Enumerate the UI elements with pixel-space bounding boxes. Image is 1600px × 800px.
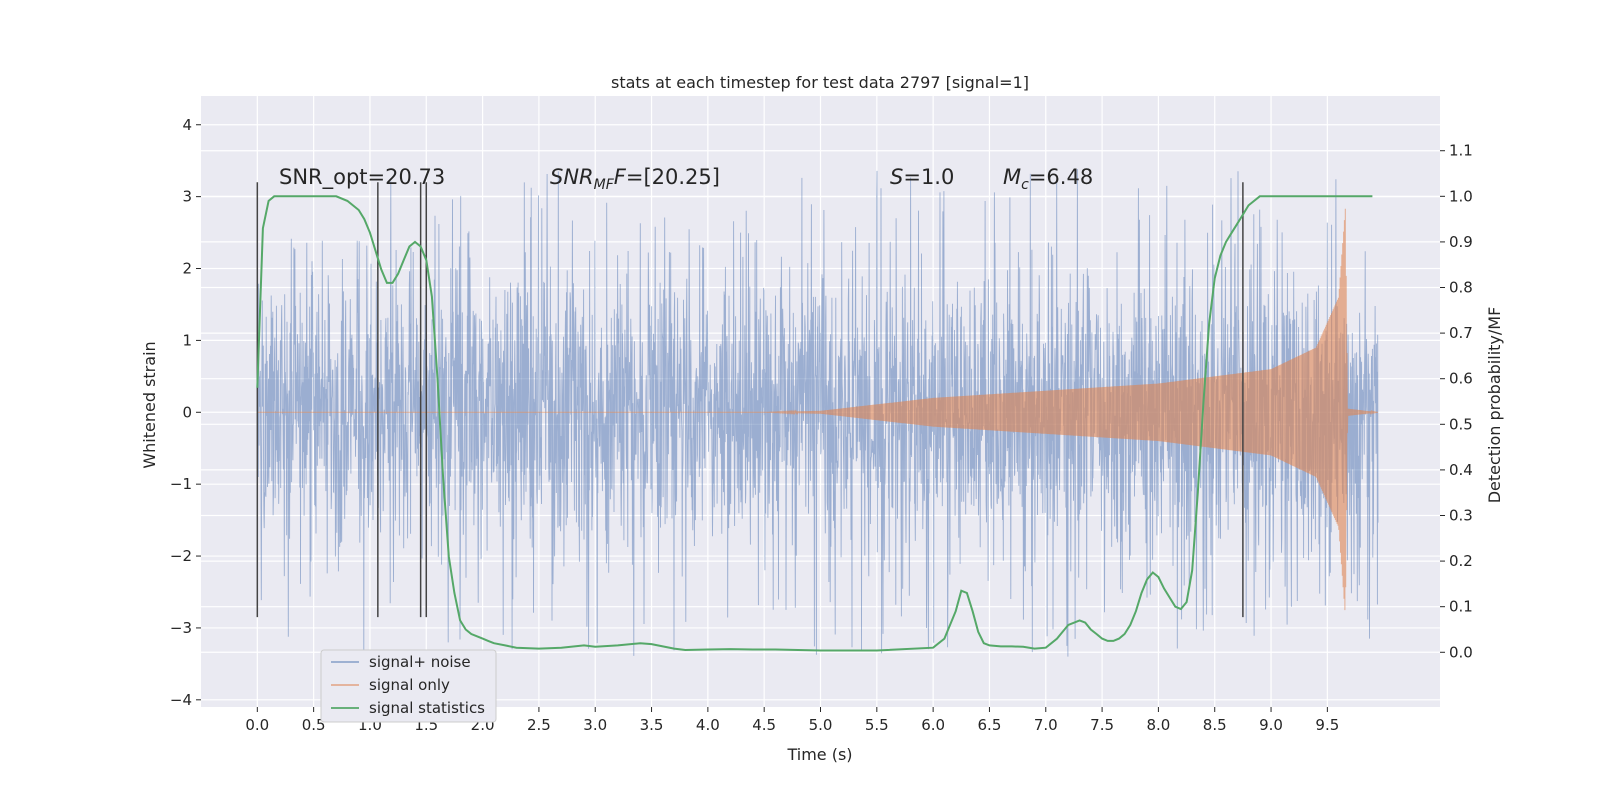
stats-line bbox=[256, 195, 1373, 652]
x-tick-label: 8.0 bbox=[1146, 716, 1170, 734]
legend-label-noise: signal+ noise bbox=[369, 653, 471, 671]
x-tick-label: 2.5 bbox=[527, 716, 551, 734]
x-tick-label: 3.0 bbox=[583, 716, 607, 734]
x-axis-label: Time (s) bbox=[786, 745, 852, 764]
x-tick-label: 0.0 bbox=[245, 716, 269, 734]
y-tick-label: 3 bbox=[182, 188, 192, 206]
legend-label-stats: signal statistics bbox=[369, 699, 485, 717]
snr-opt-annotation: SNR_opt=20.73 bbox=[279, 165, 445, 190]
y-tick-label: 0 bbox=[182, 403, 192, 421]
chart-title: stats at each timestep for test data 279… bbox=[611, 73, 1029, 92]
snr-mf-value: =[20.25] bbox=[626, 165, 720, 189]
y2-tick-label: 0.9 bbox=[1449, 233, 1473, 251]
legend-label-signal: signal only bbox=[369, 676, 450, 694]
x-tick-label: 5.0 bbox=[809, 716, 833, 734]
x-tick-label: 0.5 bbox=[302, 716, 326, 734]
y-tick-label: 1 bbox=[182, 331, 192, 349]
y2-tick-label: 1.1 bbox=[1449, 142, 1473, 160]
snr-mf-annotation: SNRMFF=[20.25] bbox=[550, 165, 720, 193]
x-tick-label: 4.5 bbox=[752, 716, 776, 734]
x-tick-label: 6.5 bbox=[978, 716, 1002, 734]
legend: signal+ noise signal only signal statist… bbox=[320, 649, 497, 723]
vertical-markers bbox=[256, 182, 1244, 618]
mc-value: =6.48 bbox=[1029, 165, 1093, 189]
x-tick-label: 9.0 bbox=[1259, 716, 1283, 734]
y2-tick-label: 0.4 bbox=[1449, 461, 1473, 479]
signal-line bbox=[257, 208, 1378, 611]
x-tick-label: 7.5 bbox=[1090, 716, 1114, 734]
x-tick-label: 6.0 bbox=[921, 716, 945, 734]
legend-box bbox=[320, 649, 497, 723]
s-value: =1.0 bbox=[903, 165, 954, 189]
mc-annotation: Mc=6.48 bbox=[1003, 165, 1093, 193]
y2-tick-label: 0.0 bbox=[1449, 643, 1473, 661]
mc-base: M bbox=[1003, 165, 1021, 189]
y2-tick-label: 0.6 bbox=[1449, 370, 1473, 388]
y2-axis-ticks: 1.1 1.0 0.9 0.8 0.7 0.6 0.5 0.4 0.3 0.2 0.1 0.0 bbox=[1440, 142, 1473, 661]
x-tick-label: 3.5 bbox=[640, 716, 664, 734]
y-axis-ticks: 4 3 2 1 0 −1 −2 −3 −4 bbox=[170, 116, 201, 709]
y2-tick-label: 0.7 bbox=[1449, 324, 1473, 342]
y2-tick-label: 0.1 bbox=[1449, 598, 1473, 616]
y2-axis-label: Detection probability/MF bbox=[1485, 307, 1504, 504]
y2-tick-label: 0.8 bbox=[1449, 279, 1473, 297]
x-tick-label: 4.0 bbox=[696, 716, 720, 734]
y-tick-label: 2 bbox=[182, 260, 192, 278]
s-annotation: S=1.0 bbox=[890, 165, 954, 189]
x-tick-label: 9.5 bbox=[1315, 716, 1339, 734]
y2-tick-label: 0.5 bbox=[1449, 415, 1473, 433]
y-tick-label: −1 bbox=[170, 475, 192, 493]
stats-series bbox=[256, 195, 1373, 652]
x-tick-label: 5.5 bbox=[865, 716, 889, 734]
mc-subscript: c bbox=[1021, 177, 1029, 193]
y-axis-label: Whitened strain bbox=[140, 341, 159, 468]
snr-mf-subscript: MF bbox=[594, 177, 615, 193]
s-base: S bbox=[890, 165, 903, 189]
x-axis-ticks: 0.0 0.5 1.0 1.5 2.0 2.5 3.0 3.5 4.0 4.5 5.0 5.5 6.0 6… bbox=[245, 707, 1339, 734]
y2-tick-label: 1.0 bbox=[1449, 187, 1473, 205]
y2-tick-label: 0.3 bbox=[1449, 506, 1473, 524]
x-tick-label: 7.0 bbox=[1034, 716, 1058, 734]
snr-mf-f: F bbox=[614, 165, 627, 189]
snr-mf-base: SNR bbox=[550, 165, 594, 189]
y-tick-label: −3 bbox=[170, 619, 192, 637]
y2-tick-label: 0.2 bbox=[1449, 552, 1473, 570]
x-tick-label: 8.5 bbox=[1203, 716, 1227, 734]
signal-series bbox=[257, 208, 1378, 611]
y-tick-label: −2 bbox=[170, 547, 192, 565]
y-tick-label: −4 bbox=[170, 691, 192, 709]
y-tick-label: 4 bbox=[182, 116, 192, 134]
